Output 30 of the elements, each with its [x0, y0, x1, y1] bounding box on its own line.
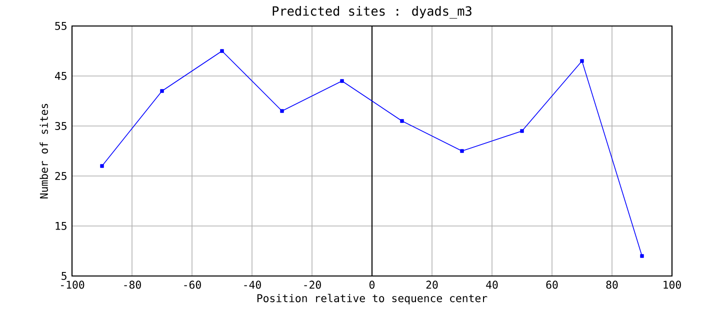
point — [520, 129, 524, 133]
x-tick-label: -80 — [124, 280, 141, 289]
x-tick-label: 40 — [486, 280, 498, 289]
point — [640, 254, 644, 258]
point — [400, 119, 404, 123]
point — [280, 109, 284, 113]
x-tick-label: -100 — [61, 280, 84, 289]
point — [460, 149, 464, 153]
x-tick-label: 0 — [369, 280, 375, 289]
x-axis-title: Position relative to sequence center — [257, 294, 488, 304]
y-tick-label: 55 — [55, 22, 66, 30]
x-tick-label: 100 — [664, 280, 681, 289]
y-axis-title: Number of sites — [40, 104, 48, 198]
y-tick-label: 25 — [55, 172, 66, 180]
y-tick-label: 15 — [56, 222, 66, 230]
point — [160, 89, 164, 93]
y-tick-label: 35 — [55, 122, 66, 130]
chart-title: Predicted sites : dyads_m3 — [272, 6, 472, 19]
x-tick-label: -20 — [304, 280, 321, 289]
point — [340, 79, 344, 83]
x-tick-label: 20 — [426, 280, 438, 289]
x-tick-label: 60 — [546, 280, 558, 289]
point — [580, 59, 584, 63]
x-tick-label: -60 — [184, 280, 201, 289]
x-tick-label: 80 — [606, 280, 618, 289]
y-tick-label: 5 — [62, 272, 66, 280]
y-tick-label: 45 — [54, 72, 66, 80]
point — [100, 164, 104, 168]
x-tick-label: -40 — [244, 280, 261, 289]
point — [220, 49, 224, 53]
